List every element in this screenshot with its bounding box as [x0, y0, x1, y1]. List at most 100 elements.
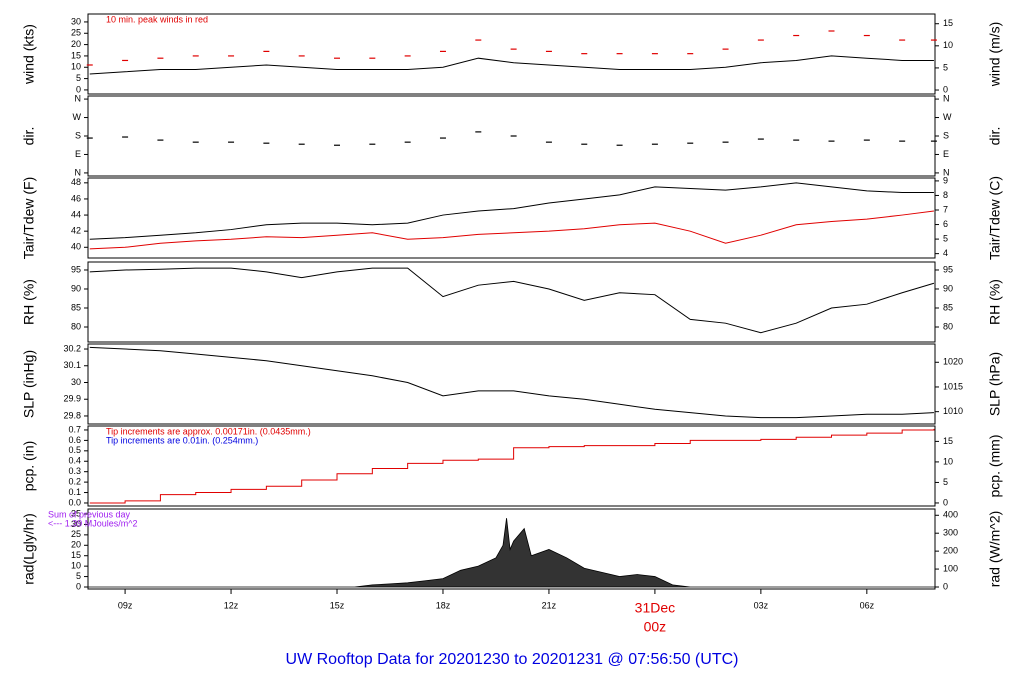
annotation: Sum of previous day: [48, 509, 131, 519]
y-tick-label: 48: [71, 177, 81, 187]
y-tick-label: 0.6: [68, 435, 81, 445]
annotation: Tip increments are 0.01in. (0.254mm.): [106, 435, 258, 445]
y-tick-label: S: [75, 130, 81, 140]
y-tick-label: 15: [71, 550, 81, 560]
y2-tick-label: W: [943, 112, 952, 122]
line: [89, 182, 934, 240]
y-tick-label: 29.9: [63, 394, 81, 404]
x-tick-label: 21z: [542, 600, 557, 610]
y2-tick-label: S: [943, 130, 949, 140]
y2-tick-label: 100: [943, 563, 958, 573]
y2-tick-label: 4: [943, 248, 948, 258]
line: [89, 346, 934, 419]
y-axis-label: Tair/Tdew (F): [21, 177, 37, 259]
panel-frame: [87, 261, 936, 343]
y-axis-label: pcp. (in): [21, 441, 37, 492]
y-tick-label: N: [75, 167, 82, 177]
y2-axis-label: dir.: [987, 127, 1003, 146]
area: [88, 518, 935, 588]
y-tick-label: 30.2: [63, 343, 81, 353]
y2-tick-label: 8: [943, 190, 948, 200]
y2-tick-label: 400: [943, 510, 958, 520]
date-label: 31Dec: [635, 600, 675, 616]
y-tick-label: 5: [76, 571, 81, 581]
y-tick-label: 20: [71, 540, 81, 550]
y2-axis-label: Tair/Tdew (C): [987, 176, 1003, 260]
y2-tick-label: N: [943, 93, 950, 103]
y2-tick-label: 5: [943, 477, 948, 487]
panel-frame: [87, 508, 936, 590]
y2-axis-label: RH (%): [987, 279, 1003, 325]
x-tick-label: 06z: [860, 600, 875, 610]
y-tick-label: 0.5: [68, 445, 81, 455]
y-tick-label: 30: [71, 377, 81, 387]
y2-axis-label: rad (W/m^2): [987, 511, 1003, 588]
y-tick-label: 85: [71, 302, 81, 312]
y-tick-label: 44: [71, 209, 81, 219]
y-tick-label: 0.2: [68, 476, 81, 486]
y-tick-label: 80: [71, 321, 81, 331]
y-axis-label: rad(Lgly/hr): [21, 513, 37, 585]
y-tick-label: 25: [71, 529, 81, 539]
y2-tick-label: 15: [943, 436, 953, 446]
y-tick-label: 0.3: [68, 466, 81, 476]
y-tick-label: 35: [71, 508, 81, 518]
y-tick-label: 10: [71, 62, 81, 72]
y2-tick-label: E: [943, 149, 949, 159]
y2-tick-label: 1010: [943, 406, 963, 416]
y-tick-label: 0.7: [68, 424, 81, 434]
y-tick-label: 30.1: [63, 360, 81, 370]
panel-frame: [87, 13, 936, 95]
y2-tick-label: 95: [943, 264, 953, 274]
panel-frame: [87, 177, 936, 259]
x-tick-label: 09z: [118, 600, 133, 610]
x-tick-label: 00z: [644, 619, 667, 635]
y-tick-label: 30: [71, 519, 81, 529]
line: [89, 267, 935, 334]
y-tick-label: 0.4: [68, 456, 81, 466]
x-tick-label: 18z: [436, 600, 451, 610]
y-tick-label: 25: [71, 28, 81, 38]
y-tick-label: E: [75, 149, 81, 159]
y-tick-label: 40: [71, 242, 81, 252]
y-tick-label: 10: [71, 561, 81, 571]
y-tick-label: 46: [71, 193, 81, 203]
y-tick-label: 0: [76, 84, 81, 94]
y2-tick-label: 9: [943, 175, 948, 185]
y-axis-label: wind (kts): [21, 24, 37, 85]
y2-tick-label: 90: [943, 283, 953, 293]
y2-tick-label: 80: [943, 321, 953, 331]
y-tick-label: 42: [71, 226, 81, 236]
y-axis-label: RH (%): [21, 279, 37, 325]
y-tick-label: 0: [76, 581, 81, 591]
y2-axis-label: SLP (hPa): [987, 352, 1003, 416]
y2-tick-label: 85: [943, 302, 953, 312]
annotation: 10 min. peak winds in red: [106, 14, 208, 24]
y-tick-label: 0.1: [68, 487, 81, 497]
y-tick-label: 29.8: [63, 410, 81, 420]
y2-tick-label: 15: [943, 18, 953, 28]
x-tick-label: 03z: [754, 600, 769, 610]
y2-tick-label: 7: [943, 204, 948, 214]
x-tick-label: 15z: [330, 600, 345, 610]
y2-axis-label: pcp. (mm): [987, 435, 1003, 498]
y-tick-label: 0.0: [68, 497, 81, 507]
y2-tick-label: 6: [943, 219, 948, 229]
y2-tick-label: 0: [943, 497, 948, 507]
y-tick-label: 15: [71, 50, 81, 60]
y2-tick-label: 300: [943, 528, 958, 538]
y2-tick-label: N: [943, 167, 950, 177]
y-tick-label: 5: [76, 73, 81, 83]
y-tick-label: 90: [71, 283, 81, 293]
y2-tick-label: 1015: [943, 381, 963, 391]
y-tick-label: 30: [71, 16, 81, 26]
y-tick-label: W: [73, 112, 82, 122]
y2-tick-label: 0: [943, 581, 948, 591]
annotation: <--- 1.39 MJoules/m^2: [48, 518, 138, 528]
panel-frame: [87, 343, 936, 425]
y-axis-label: SLP (inHg): [21, 350, 37, 418]
y2-axis-label: wind (m/s): [987, 22, 1003, 88]
y2-tick-label: 10: [943, 40, 953, 50]
panel-frame: [87, 425, 936, 507]
